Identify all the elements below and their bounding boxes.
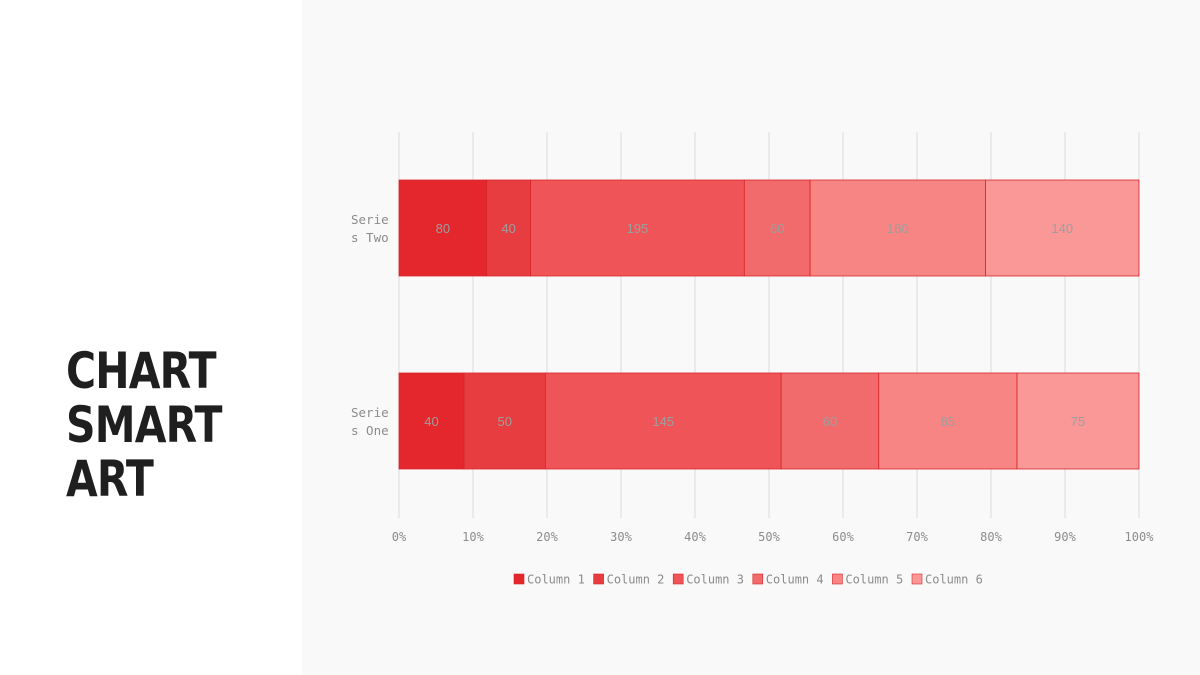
x-tick-label: 80% xyxy=(980,530,1002,544)
bar-segment xyxy=(398,179,488,277)
x-tick-label: 20% xyxy=(536,530,558,544)
bar-segment xyxy=(530,179,745,277)
bar-segment xyxy=(544,372,782,470)
legend-label: Column 2 xyxy=(607,573,665,587)
bar-segment xyxy=(809,179,986,277)
data-label: 80 xyxy=(436,221,450,236)
data-label: 195 xyxy=(627,221,649,236)
data-label: 40 xyxy=(501,221,515,236)
legend-swatch xyxy=(513,573,525,585)
bar-segment xyxy=(985,179,1140,277)
data-label: 40 xyxy=(424,414,438,429)
chart-panel: 80 40 195 60 160 140 40 50 145 60 85 75 Serie s Two S… xyxy=(302,0,1200,675)
legend-label: Column 3 xyxy=(686,573,744,587)
data-label: 75 xyxy=(1071,414,1085,429)
slide-title-line: SMART xyxy=(66,396,222,454)
data-label: 145 xyxy=(652,414,674,429)
bars xyxy=(398,179,1140,470)
legend-label: Column 6 xyxy=(925,573,983,587)
legend-swatch xyxy=(911,573,923,585)
legend-label: Column 5 xyxy=(845,573,903,587)
legend-label: Column 1 xyxy=(527,573,585,587)
legend-item: Column 6 xyxy=(911,573,983,587)
x-tick-label: 0% xyxy=(392,530,407,544)
legend: Column 1 Column 2 Column 3 Column 4 Column 5… xyxy=(513,573,983,587)
category-axis: Serie s Two Serie s One xyxy=(351,212,389,438)
legend-item: Column 2 xyxy=(593,573,665,587)
bar-segment xyxy=(486,179,531,277)
data-labels: 80 40 195 60 160 140 40 50 145 60 85 75 xyxy=(424,221,1085,429)
legend-swatch xyxy=(593,573,604,585)
legend-swatch xyxy=(672,573,684,585)
x-tick-label: 70% xyxy=(906,530,928,544)
category-label-line: Serie xyxy=(351,212,389,227)
bar-segment xyxy=(743,179,811,277)
category-label: Serie s Two xyxy=(351,212,389,245)
bar-segment xyxy=(398,372,465,470)
data-label: 60 xyxy=(823,414,837,429)
x-tick-label: 10% xyxy=(462,530,484,544)
legend-item: Column 4 xyxy=(752,573,824,587)
value-axis: 0% 10% 20% 30% 40% 50% 60% 70% 80% 90% 100% xyxy=(392,530,1154,544)
category-label-line: s One xyxy=(351,423,389,438)
data-label: 60 xyxy=(770,221,784,236)
data-label: 140 xyxy=(1051,221,1073,236)
x-tick-label: 40% xyxy=(684,530,706,544)
x-tick-label: 50% xyxy=(758,530,780,544)
bar-segment xyxy=(878,372,1018,470)
data-label: 85 xyxy=(941,414,955,429)
x-tick-label: 90% xyxy=(1054,530,1076,544)
data-label: 160 xyxy=(887,221,909,236)
category-label-line: s Two xyxy=(351,230,389,245)
x-tick-label: 60% xyxy=(832,530,854,544)
data-label: 50 xyxy=(497,414,511,429)
x-tick-label: 30% xyxy=(610,530,632,544)
legend-swatch xyxy=(752,573,764,585)
legend-swatch xyxy=(832,573,843,585)
category-label: Serie s One xyxy=(351,405,389,438)
title-panel: CHART SMART ART xyxy=(0,0,302,675)
bar-segment xyxy=(780,372,880,470)
slide-title-line: ART xyxy=(66,450,154,508)
legend-item: Column 1 xyxy=(513,573,585,587)
legend-item: Column 5 xyxy=(832,573,903,587)
legend-item: Column 3 xyxy=(672,573,744,587)
legend-label: Column 4 xyxy=(766,573,824,587)
slide-title: CHART SMART ART xyxy=(66,344,246,506)
category-label-line: Serie xyxy=(351,405,389,420)
bar-segment xyxy=(1016,372,1140,470)
slide-title-line: CHART xyxy=(66,342,217,400)
x-tick-label: 100% xyxy=(1125,530,1155,544)
